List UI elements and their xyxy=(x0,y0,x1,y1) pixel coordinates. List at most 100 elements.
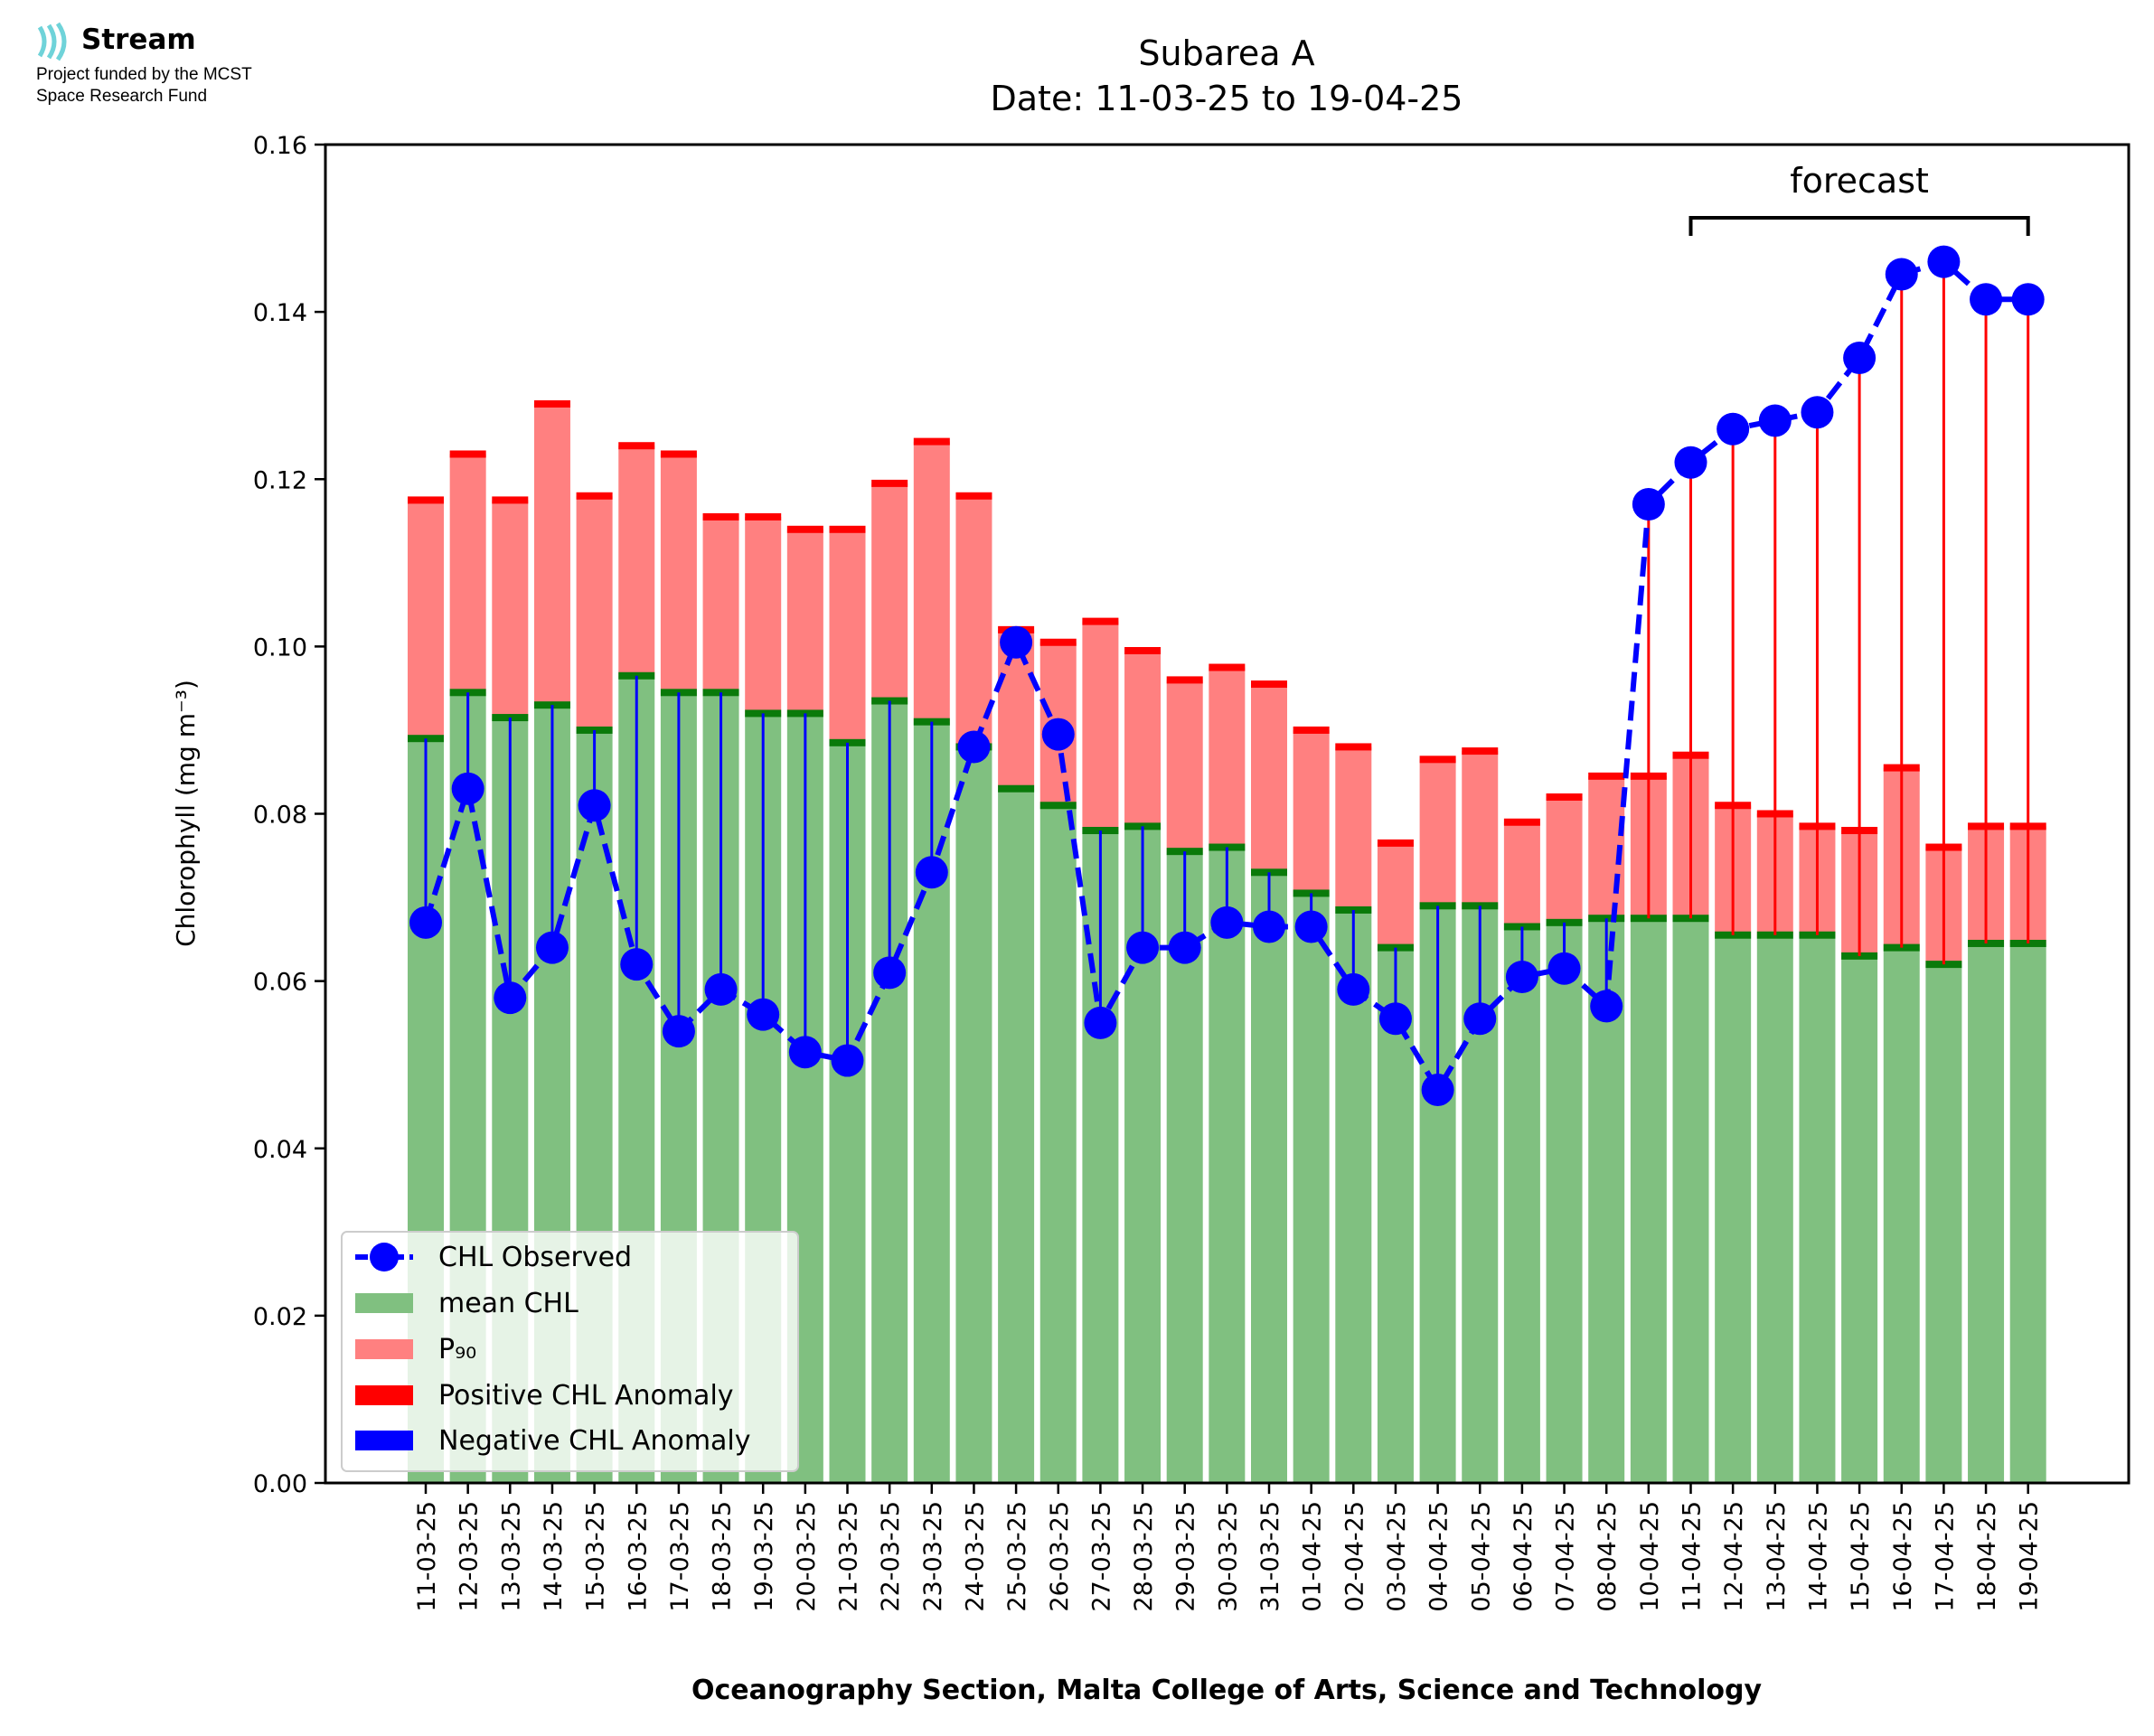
mean-chl-bar xyxy=(1715,934,1752,1483)
p90-cap xyxy=(745,512,782,521)
chl-observed-point xyxy=(1337,972,1370,1006)
chl-observed-point xyxy=(1885,258,1918,291)
legend-label: Positive CHL Anomaly xyxy=(438,1380,734,1412)
p90-bar xyxy=(533,403,570,706)
x-tick-label: 16-03-25 xyxy=(624,1501,652,1612)
chl-observed-point xyxy=(1126,931,1160,964)
p90-cap xyxy=(1377,839,1414,847)
p90-cap xyxy=(408,496,444,504)
x-tick-label: 07-04-25 xyxy=(1552,1501,1580,1612)
p90-cap xyxy=(1082,617,1119,625)
x-tick-label: 24-03-25 xyxy=(961,1501,989,1612)
chl-observed-point xyxy=(915,856,948,889)
y-tick-label: 0.10 xyxy=(253,633,307,662)
x-tick-label: 11-04-25 xyxy=(1679,1501,1707,1612)
p90-bar xyxy=(1377,842,1414,948)
p90-cap xyxy=(1462,747,1499,755)
x-tick-label: 13-04-25 xyxy=(1763,1501,1791,1612)
p90-bar xyxy=(1419,759,1456,906)
y-tick-label: 0.08 xyxy=(253,802,307,830)
x-tick-label: 04-04-25 xyxy=(1425,1501,1453,1612)
p90-cap xyxy=(1293,726,1330,734)
y-tick-label: 0.02 xyxy=(253,1303,307,1331)
logo-funding-line-2: Space Research Fund xyxy=(36,87,208,106)
mean-chl-bar xyxy=(1503,926,1540,1483)
legend-label: CHL Observed xyxy=(438,1242,632,1273)
legend-p90-swatch xyxy=(355,1339,413,1359)
chl-observed-point xyxy=(1463,1002,1497,1036)
x-tick-label: 21-03-25 xyxy=(835,1501,863,1612)
x-tick-label: 03-04-25 xyxy=(1383,1501,1411,1612)
p90-bar xyxy=(408,500,444,739)
chl-observed-point xyxy=(1674,446,1707,479)
x-tick-label: 19-04-25 xyxy=(2016,1501,2044,1612)
x-tick-label: 26-03-25 xyxy=(1046,1501,1074,1612)
p90-bar xyxy=(745,516,782,714)
p90-cap xyxy=(533,399,570,408)
chl-observed-point xyxy=(1717,412,1750,446)
x-tick-label: 14-03-25 xyxy=(540,1501,568,1612)
p90-bar xyxy=(576,495,613,730)
mean-chl-bar xyxy=(955,746,992,1483)
chl-observed-point xyxy=(788,1036,822,1069)
anomaly-lines-group xyxy=(424,261,2030,1090)
logo-funding-line-1: Project funded by the MCST xyxy=(36,65,252,84)
chl-observed-point xyxy=(494,981,527,1015)
p90-bar xyxy=(1462,751,1499,906)
chl-observed-point xyxy=(1505,960,1538,993)
chl-observed-point xyxy=(1843,342,1877,375)
chart-subtitle: Date: 11-03-25 to 19-04-25 xyxy=(991,79,1463,118)
chl-observed-point xyxy=(1421,1073,1454,1106)
chl-observed-point xyxy=(1927,245,1961,278)
chl-observed-point xyxy=(747,998,780,1031)
x-tick-label: 30-03-25 xyxy=(1214,1501,1242,1612)
mean-chl-bar xyxy=(1841,955,1878,1483)
mean-chl-bar xyxy=(1756,934,1793,1483)
chl-observed-point xyxy=(1547,952,1581,985)
mean-chl-bar xyxy=(998,788,1035,1483)
mean-chl-bar xyxy=(2009,943,2046,1483)
y-tick-label: 0.06 xyxy=(253,969,307,997)
x-axis-label: Oceanography Section, Malta College of A… xyxy=(691,1675,1763,1706)
p90-bar xyxy=(1335,746,1372,910)
x-axis: 11-03-25 12-03-25 13-03-25 14-03-25 15-03-25… xyxy=(413,1483,2044,1612)
stream-logo: Stream Project funded by the MCST Space … xyxy=(34,22,342,121)
p90-bar xyxy=(913,441,950,722)
mean-chl-bar xyxy=(1968,943,2005,1483)
chart-title: Subarea A xyxy=(1138,33,1314,73)
y-tick-label: 0.16 xyxy=(253,132,307,160)
p90-bar xyxy=(1251,684,1287,873)
p90-cap xyxy=(1588,772,1625,780)
mean-chl-bar xyxy=(1293,893,1330,1483)
y-tick-label: 0.04 xyxy=(253,1136,307,1164)
chl-observed-point xyxy=(409,906,442,939)
p90-cap xyxy=(1124,647,1162,655)
p90-bar xyxy=(786,529,823,714)
x-tick-label: 05-04-25 xyxy=(1467,1501,1495,1612)
x-tick-label: 06-04-25 xyxy=(1510,1501,1538,1612)
x-tick-label: 15-03-25 xyxy=(582,1501,610,1612)
y-tick-label: 0.00 xyxy=(253,1470,307,1498)
chl-observed-point xyxy=(873,956,907,990)
x-tick-label: 10-04-25 xyxy=(1636,1501,1664,1612)
chl-observed-point xyxy=(451,772,484,805)
chl-observed-point xyxy=(1168,931,1201,964)
p90-cap xyxy=(1335,743,1372,751)
forecast-bracket-line xyxy=(1688,216,2030,236)
x-tick-label: 13-03-25 xyxy=(497,1501,525,1612)
mean-chl-bar xyxy=(1799,934,1836,1483)
y-axis-label: Chlorophyll (mg m⁻³) xyxy=(171,680,201,947)
x-tick-label: 08-04-25 xyxy=(1594,1501,1622,1612)
chl-observed-point xyxy=(704,972,738,1006)
chl-observed-point xyxy=(1210,906,1244,939)
mean-chl-bar xyxy=(1251,872,1287,1483)
legend-positive-anomaly-swatch xyxy=(355,1385,413,1405)
p90-cap xyxy=(1546,793,1583,801)
x-tick-label: 17-04-25 xyxy=(1931,1501,1959,1612)
mean-chl-bar xyxy=(1039,805,1077,1483)
y-axis: 0.00 0.02 0.04 0.06 0.08 0.10 0.12 0.14 0.16 xyxy=(253,132,325,1498)
p90-bar xyxy=(871,483,908,701)
mean-chl-cap xyxy=(1039,802,1077,810)
x-tick-label: 01-04-25 xyxy=(1299,1501,1327,1612)
legend-label: Negative CHL Anomaly xyxy=(438,1425,751,1457)
